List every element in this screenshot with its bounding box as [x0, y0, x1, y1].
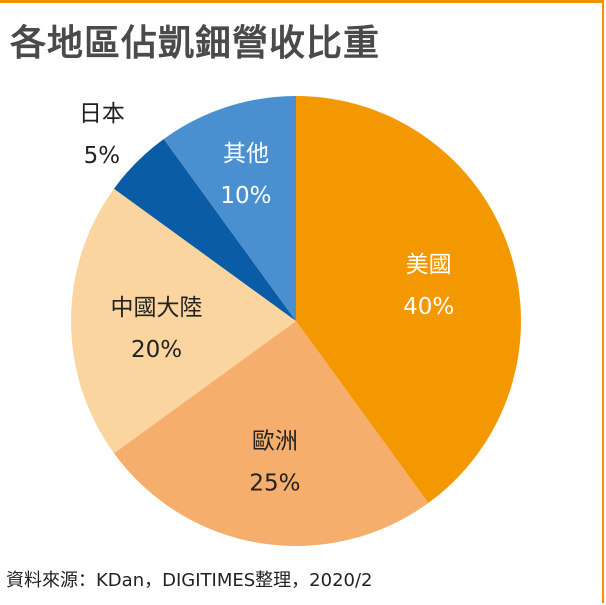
slice-category-label: 中國大陸 — [111, 295, 203, 321]
pie-slice-1 — [113, 321, 429, 546]
slice-value-label: 10% — [220, 183, 271, 209]
pie-slice-0 — [296, 96, 521, 504]
pie-slice-2 — [71, 188, 296, 454]
slice-category-label: 其他 — [223, 141, 269, 167]
slice-category-label: 美國 — [406, 252, 452, 278]
slice-value-label: 5% — [84, 143, 121, 169]
slice-value-label: 40% — [403, 294, 454, 320]
source-note: 資料來源：KDan，DIGITIMES整理，2020/2 — [6, 570, 373, 591]
pie-slice-3 — [113, 138, 296, 321]
slice-value-label: 20% — [131, 337, 182, 363]
chart-title: 各地區佔凱鈿營收比重 — [10, 23, 381, 64]
slice-category-label: 歐洲 — [252, 428, 298, 454]
slice-category-label: 日本 — [79, 101, 125, 127]
slice-value-label: 25% — [249, 470, 300, 496]
pie-slice-4 — [163, 96, 296, 321]
